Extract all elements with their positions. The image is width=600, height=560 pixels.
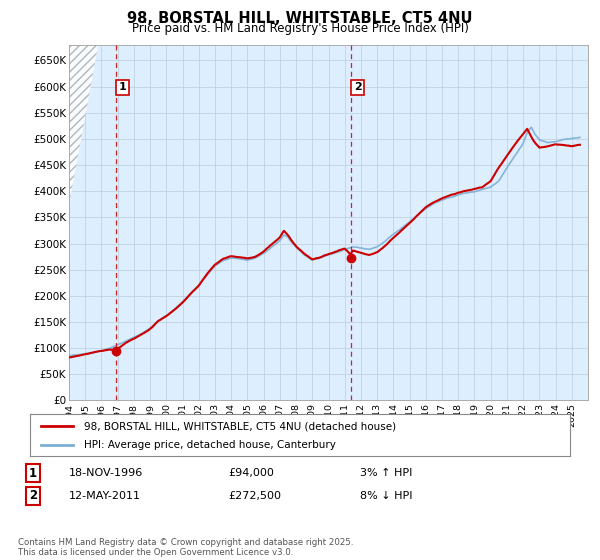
Text: 2: 2 <box>354 82 362 92</box>
Text: 98, BORSTAL HILL, WHITSTABLE, CT5 4NU (detached house): 98, BORSTAL HILL, WHITSTABLE, CT5 4NU (d… <box>84 421 396 431</box>
Text: 98, BORSTAL HILL, WHITSTABLE, CT5 4NU: 98, BORSTAL HILL, WHITSTABLE, CT5 4NU <box>127 11 473 26</box>
Polygon shape <box>69 45 98 205</box>
Text: Contains HM Land Registry data © Crown copyright and database right 2025.
This d: Contains HM Land Registry data © Crown c… <box>18 538 353 557</box>
Text: HPI: Average price, detached house, Canterbury: HPI: Average price, detached house, Cant… <box>84 440 336 450</box>
Text: 2: 2 <box>29 489 37 502</box>
Text: £272,500: £272,500 <box>228 491 281 501</box>
Text: 8% ↓ HPI: 8% ↓ HPI <box>360 491 413 501</box>
Text: 3% ↑ HPI: 3% ↑ HPI <box>360 468 412 478</box>
Text: £94,000: £94,000 <box>228 468 274 478</box>
Text: 1: 1 <box>29 466 37 480</box>
Text: Price paid vs. HM Land Registry's House Price Index (HPI): Price paid vs. HM Land Registry's House … <box>131 22 469 35</box>
Text: 1: 1 <box>119 82 127 92</box>
Text: 18-NOV-1996: 18-NOV-1996 <box>69 468 143 478</box>
Text: 12-MAY-2011: 12-MAY-2011 <box>69 491 141 501</box>
